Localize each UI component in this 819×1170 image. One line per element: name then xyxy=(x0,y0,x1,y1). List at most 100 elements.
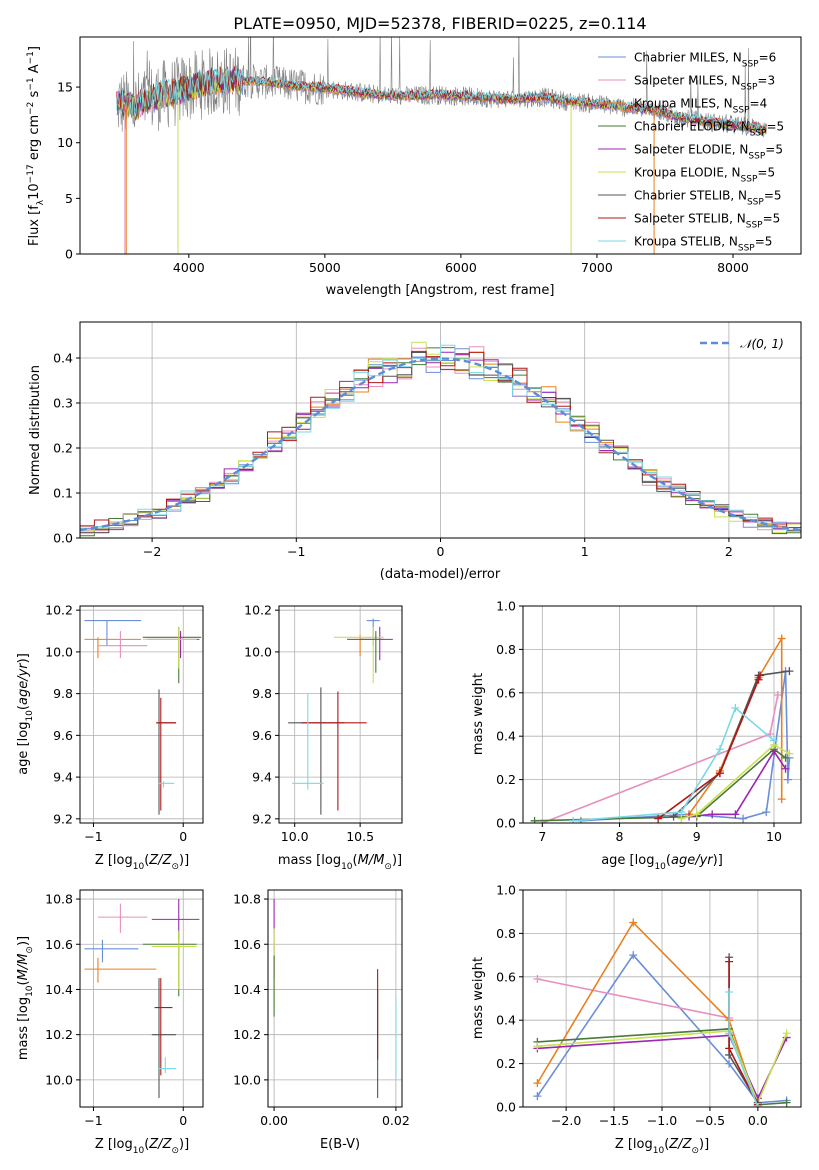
legend-label: Salpeter MILES, NSSP=3 xyxy=(634,74,775,93)
x-tick-label: −1 xyxy=(287,544,305,559)
weight-line xyxy=(573,706,775,822)
weight-marker xyxy=(692,810,701,819)
mass-vs-ebv-frame xyxy=(267,889,403,1108)
y-tick-label: 10.0 xyxy=(45,1072,73,1087)
y-tick-label: 1.0 xyxy=(496,883,516,898)
x-tick-label: −2 xyxy=(143,544,161,559)
weight-line xyxy=(537,1030,788,1105)
weight-marker xyxy=(654,814,663,823)
y-tick-label: 1.0 xyxy=(496,599,516,614)
x-tick-label: −2.0 xyxy=(551,1113,581,1128)
x-tick-label: 8 xyxy=(616,829,624,844)
weight-marker xyxy=(731,810,740,819)
x-tick-label: 10 xyxy=(766,829,782,844)
age-vs-mass-ticks: 10.0 10.5 9.2 9.4 9.6 9.8 10.0 10.2 xyxy=(244,603,374,844)
x-axis-label: E(B-V) xyxy=(320,1137,360,1152)
weight-marker xyxy=(715,745,724,754)
x-tick-label: 8000 xyxy=(717,260,749,275)
legend-label: Salpeter STELIB, NSSP=5 xyxy=(634,212,780,231)
y-tick-label: 0.8 xyxy=(496,926,516,941)
weight-vs-age-panel: 7 8 9 10 0.0 0.2 0.4 0.6 0.8 1.0 age [log10(age/yr… xyxy=(471,599,802,872)
mass-vs-z-panel: −1 0 10.0 10.2 10.4 10.6 10.8 Z [log10(Z/Z⊙)] ma… xyxy=(16,889,204,1156)
y-tick-label: 10.2 xyxy=(45,1027,73,1042)
legend-label: Chabrier ELODIE, NSSP=5 xyxy=(634,120,784,139)
figure-title: PLATE=0950, MJD=52378, FIBERID=0225, z=0… xyxy=(233,14,646,33)
weight-marker xyxy=(715,769,724,778)
y-tick-label: 9.8 xyxy=(53,686,73,701)
x-tick-label: 6000 xyxy=(445,260,477,275)
x-tick-label: −1 xyxy=(84,1113,102,1128)
y-tick-label: 0.4 xyxy=(53,351,73,366)
x-tick-label: 4000 xyxy=(173,260,205,275)
x-tick-label: 0.0 xyxy=(748,1113,768,1128)
weight-marker xyxy=(629,951,638,960)
x-tick-label: 0 xyxy=(179,829,187,844)
spectrum-panel: 4000 5000 6000 7000 8000 0 5 10 15 wavelength [An… xyxy=(26,36,802,298)
x-tick-label: 0.02 xyxy=(382,1113,410,1128)
mass-vs-z-axes xyxy=(80,890,203,1107)
weight-marker xyxy=(533,1042,542,1051)
x-tick-label: 7000 xyxy=(581,260,613,275)
y-axis-label: Normed distribution xyxy=(28,365,43,495)
weight-marker xyxy=(777,634,786,643)
weight-marker xyxy=(739,814,748,823)
weight-marker xyxy=(777,795,786,804)
weight-marker xyxy=(762,808,771,817)
residuals-ticks: −2 −1 0 1 2 0.0 0.1 0.2 0.3 0.4 xyxy=(53,351,733,560)
weight-line xyxy=(673,670,790,818)
age-vs-z-panel: −1 0 9.2 9.4 9.6 9.8 10.0 10.2 Z [log10(Z/Z⊙)] ag… xyxy=(16,603,204,872)
weight-marker xyxy=(533,1079,542,1088)
weight-marker xyxy=(725,1059,734,1068)
age-vs-mass-frame xyxy=(278,605,403,824)
y-tick-label: 10 xyxy=(57,135,73,150)
parameter-panels: −1 0 9.2 9.4 9.6 9.8 10.0 10.2 Z [log10(Z/Z⊙)] ag… xyxy=(16,599,802,1156)
y-tick-label: 9.6 xyxy=(252,728,272,743)
x-tick-label: 9 xyxy=(693,829,701,844)
weight-marker xyxy=(731,703,740,712)
legend-label: 𝒩(0, 1) xyxy=(740,337,784,351)
weight-vs-z-ticks: −2.0 −1.5 −1.0 −0.5 0.0 0.0 0.2 0.4 0.6 0.8 1.0 xyxy=(496,883,768,1129)
spectrum-ticks: 4000 5000 6000 7000 8000 0 5 10 15 xyxy=(57,80,749,275)
weight-marker xyxy=(725,1029,734,1038)
x-tick-label: 0 xyxy=(179,1113,187,1128)
legend-label: Salpeter ELODIE, NSSP=5 xyxy=(634,143,783,162)
normal-distribution-curve xyxy=(80,357,801,532)
weight-marker xyxy=(677,808,686,817)
weight-marker xyxy=(781,753,790,762)
age-vs-z-plot-area xyxy=(84,620,202,815)
age-vs-z-axes xyxy=(80,606,203,823)
weight-vs-z-panel: −2.0 −1.5 −1.0 −0.5 0.0 0.0 0.2 0.4 0.6 0.8 1.0 Z [… xyxy=(471,883,802,1156)
y-axis-label: age [log10(age/yr)] xyxy=(16,653,35,775)
x-tick-label: 1 xyxy=(581,544,589,559)
y-tick-label: 10.4 xyxy=(233,982,261,997)
weight-line xyxy=(657,675,761,820)
y-tick-label: 10.0 xyxy=(233,1072,261,1087)
weight-marker xyxy=(785,749,794,758)
spectrum-frame xyxy=(79,36,802,255)
y-tick-label: 10.2 xyxy=(244,603,272,618)
residual-histogram-step xyxy=(80,344,801,532)
y-tick-label: 9.8 xyxy=(252,686,272,701)
y-tick-label: 10.6 xyxy=(233,937,261,952)
weight-line xyxy=(688,635,783,815)
y-axis-label: mass weight xyxy=(471,957,486,1039)
y-tick-label: 0.0 xyxy=(496,816,516,831)
y-tick-label: 10.8 xyxy=(45,892,73,907)
x-tick-label: −0.5 xyxy=(695,1113,725,1128)
weight-marker xyxy=(725,957,734,966)
y-tick-label: 10.6 xyxy=(45,937,73,952)
y-tick-label: 0.2 xyxy=(496,772,516,787)
weight-marker xyxy=(769,736,778,745)
y-tick-label: 9.2 xyxy=(252,811,272,826)
weight-marker xyxy=(530,816,539,823)
weight-marker xyxy=(533,974,542,983)
model-spectrum-line xyxy=(116,65,767,131)
y-tick-label: 0.6 xyxy=(496,969,516,984)
y-tick-label: 0.2 xyxy=(496,1056,516,1071)
age-vs-mass-panel: 10.0 10.5 9.2 9.4 9.6 9.8 10.0 10.2 mass [log10(… xyxy=(244,603,403,872)
mass-vs-ebv-axes xyxy=(268,890,402,1107)
x-tick-label: −1.5 xyxy=(599,1113,629,1128)
y-tick-label: 10.0 xyxy=(45,644,73,659)
x-axis-label: Z [log10(Z/Z⊙)] xyxy=(615,1137,709,1156)
x-tick-label: 2 xyxy=(725,544,733,559)
